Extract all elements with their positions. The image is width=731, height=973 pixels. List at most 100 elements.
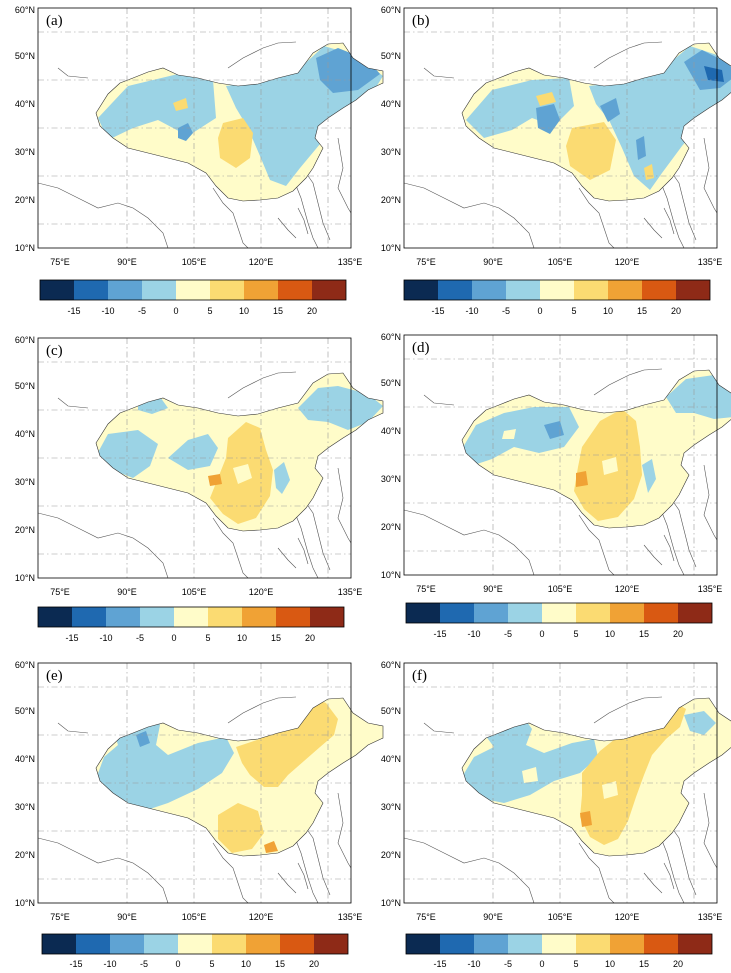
- panel-e: (e) 10°N 20°N 30°N 40°N 50°N 60°N 75°E 9…: [15, 660, 384, 922]
- colorbar-swatch-7: [278, 280, 312, 300]
- lat-axis: 10°N 20°N 30°N 40°N 50°N 60°N: [381, 660, 401, 908]
- svg-text:60°N: 60°N: [15, 335, 35, 345]
- svg-text:15: 15: [271, 633, 281, 643]
- svg-text:-15: -15: [65, 633, 78, 643]
- svg-text:15: 15: [639, 629, 649, 639]
- svg-text:50°N: 50°N: [15, 51, 35, 61]
- svg-text:105°E: 105°E: [182, 587, 207, 597]
- colorbar-swatch-6: [608, 280, 642, 300]
- colorbar-swatch-2: [106, 607, 140, 627]
- colorbar-swatch-4: [176, 280, 210, 300]
- svg-text:60°N: 60°N: [381, 660, 401, 670]
- svg-text:20°N: 20°N: [15, 850, 35, 860]
- svg-text:75°E: 75°E: [50, 912, 70, 922]
- svg-text:50°N: 50°N: [381, 51, 401, 61]
- colorbar-swatch-2: [472, 280, 506, 300]
- colorbar-swatch-5: [208, 607, 242, 627]
- svg-text:10°N: 10°N: [381, 898, 401, 908]
- colorbar-f: -15 -10 -5 0 5 10 15 20: [405, 933, 713, 969]
- svg-text:75°E: 75°E: [50, 587, 70, 597]
- svg-text:0: 0: [173, 306, 178, 316]
- colorbar-swatch-5: [574, 280, 608, 300]
- colorbar-swatch-4: [174, 607, 208, 627]
- svg-text:20: 20: [305, 633, 315, 643]
- svg-text:-10: -10: [467, 959, 480, 969]
- colorbar-swatch-7: [280, 934, 314, 954]
- svg-text:120°E: 120°E: [615, 912, 640, 922]
- colorbar-swatch-1: [440, 603, 474, 623]
- svg-text:5: 5: [573, 959, 578, 969]
- colorbar-swatch-7: [644, 603, 678, 623]
- svg-text:10: 10: [237, 633, 247, 643]
- svg-text:135°E: 135°E: [338, 912, 363, 922]
- colorbar-swatch-5: [576, 934, 610, 954]
- svg-text:20: 20: [671, 306, 681, 316]
- colorbar-ticks: -15 -10 -5 0 5 10 15 20: [433, 959, 683, 969]
- svg-text:90°E: 90°E: [117, 587, 137, 597]
- colorbar-swatch-5: [210, 280, 244, 300]
- svg-text:5: 5: [571, 306, 576, 316]
- colorbar-swatch-3: [508, 603, 542, 623]
- svg-text:10: 10: [241, 959, 251, 969]
- svg-text:10: 10: [239, 306, 249, 316]
- panel-c: (c) 10°N 20°N 30°N 40°N 50°N 60°N 75°E 9…: [15, 335, 384, 597]
- svg-text:75°E: 75°E: [416, 257, 436, 267]
- colorbar-swatch-8: [678, 603, 712, 623]
- panel-b: (b) 10°N 20°N 30°N 40°N 50°N 60°N 75°E 9…: [381, 5, 731, 267]
- colorbar-swatch-6: [610, 934, 644, 954]
- svg-text:10°N: 10°N: [381, 243, 401, 253]
- svg-text:0: 0: [171, 633, 176, 643]
- svg-text:-15: -15: [69, 959, 82, 969]
- svg-text:90°E: 90°E: [483, 912, 503, 922]
- colorbar-ticks: -15 -10 -5 0 5 10 15 20: [65, 633, 315, 643]
- colorbar-c: -15 -10 -5 0 5 10 15 20: [37, 606, 345, 643]
- svg-text:120°E: 120°E: [615, 257, 640, 267]
- svg-text:-15: -15: [433, 629, 446, 639]
- lat-axis: 10°N 20°N 30°N 40°N 50°N 60°N: [15, 5, 35, 253]
- lat-axis: 10°N 20°N 30°N 40°N 50°N 60°N: [381, 332, 401, 580]
- svg-text:10°N: 10°N: [381, 570, 401, 580]
- svg-text:15: 15: [637, 306, 647, 316]
- svg-text:20: 20: [673, 629, 683, 639]
- panel-a: (a) 10°N 20°N 30°N 40°N 50°N 60°N 75°E 9…: [15, 5, 384, 267]
- svg-text:-10: -10: [103, 959, 116, 969]
- svg-text:30°N: 30°N: [15, 802, 35, 812]
- svg-text:0: 0: [175, 959, 180, 969]
- svg-text:-5: -5: [138, 306, 146, 316]
- svg-text:10°N: 10°N: [15, 573, 35, 583]
- svg-text:-10: -10: [101, 306, 114, 316]
- svg-text:120°E: 120°E: [249, 587, 274, 597]
- svg-text:135°E: 135°E: [338, 587, 363, 597]
- colorbar-swatch-5: [576, 603, 610, 623]
- colorbar-swatch-8: [312, 280, 346, 300]
- svg-text:10: 10: [605, 959, 615, 969]
- svg-text:15: 15: [639, 959, 649, 969]
- svg-text:0: 0: [539, 629, 544, 639]
- svg-text:-15: -15: [431, 306, 444, 316]
- svg-text:135°E: 135°E: [338, 257, 363, 267]
- colorbar-swatch-7: [644, 934, 678, 954]
- colorbar-swatch-0: [42, 934, 76, 954]
- colorbar-swatch-4: [542, 934, 576, 954]
- colorbar-swatch-6: [244, 280, 278, 300]
- svg-text:105°E: 105°E: [182, 912, 207, 922]
- colorbar-swatch-8: [678, 934, 712, 954]
- svg-text:40°N: 40°N: [381, 426, 401, 436]
- svg-text:-5: -5: [504, 629, 512, 639]
- svg-text:-5: -5: [504, 959, 512, 969]
- svg-text:30°N: 30°N: [381, 474, 401, 484]
- svg-text:20°N: 20°N: [381, 195, 401, 205]
- lon-axis: 75°E 90°E 105°E 120°E 135°E: [50, 912, 362, 922]
- colorbar-swatch-1: [440, 934, 474, 954]
- svg-text:120°E: 120°E: [249, 912, 274, 922]
- colorbar-swatch-1: [74, 280, 108, 300]
- colorbar-swatch-4: [540, 280, 574, 300]
- lon-axis: 75°E 90°E 105°E 120°E 135°E: [416, 584, 722, 594]
- colorbar-swatch-0: [406, 603, 440, 623]
- svg-text:20°N: 20°N: [15, 525, 35, 535]
- svg-text:60°N: 60°N: [381, 332, 401, 342]
- colorbar-swatch-0: [406, 934, 440, 954]
- svg-text:15: 15: [275, 959, 285, 969]
- svg-text:135°E: 135°E: [698, 912, 723, 922]
